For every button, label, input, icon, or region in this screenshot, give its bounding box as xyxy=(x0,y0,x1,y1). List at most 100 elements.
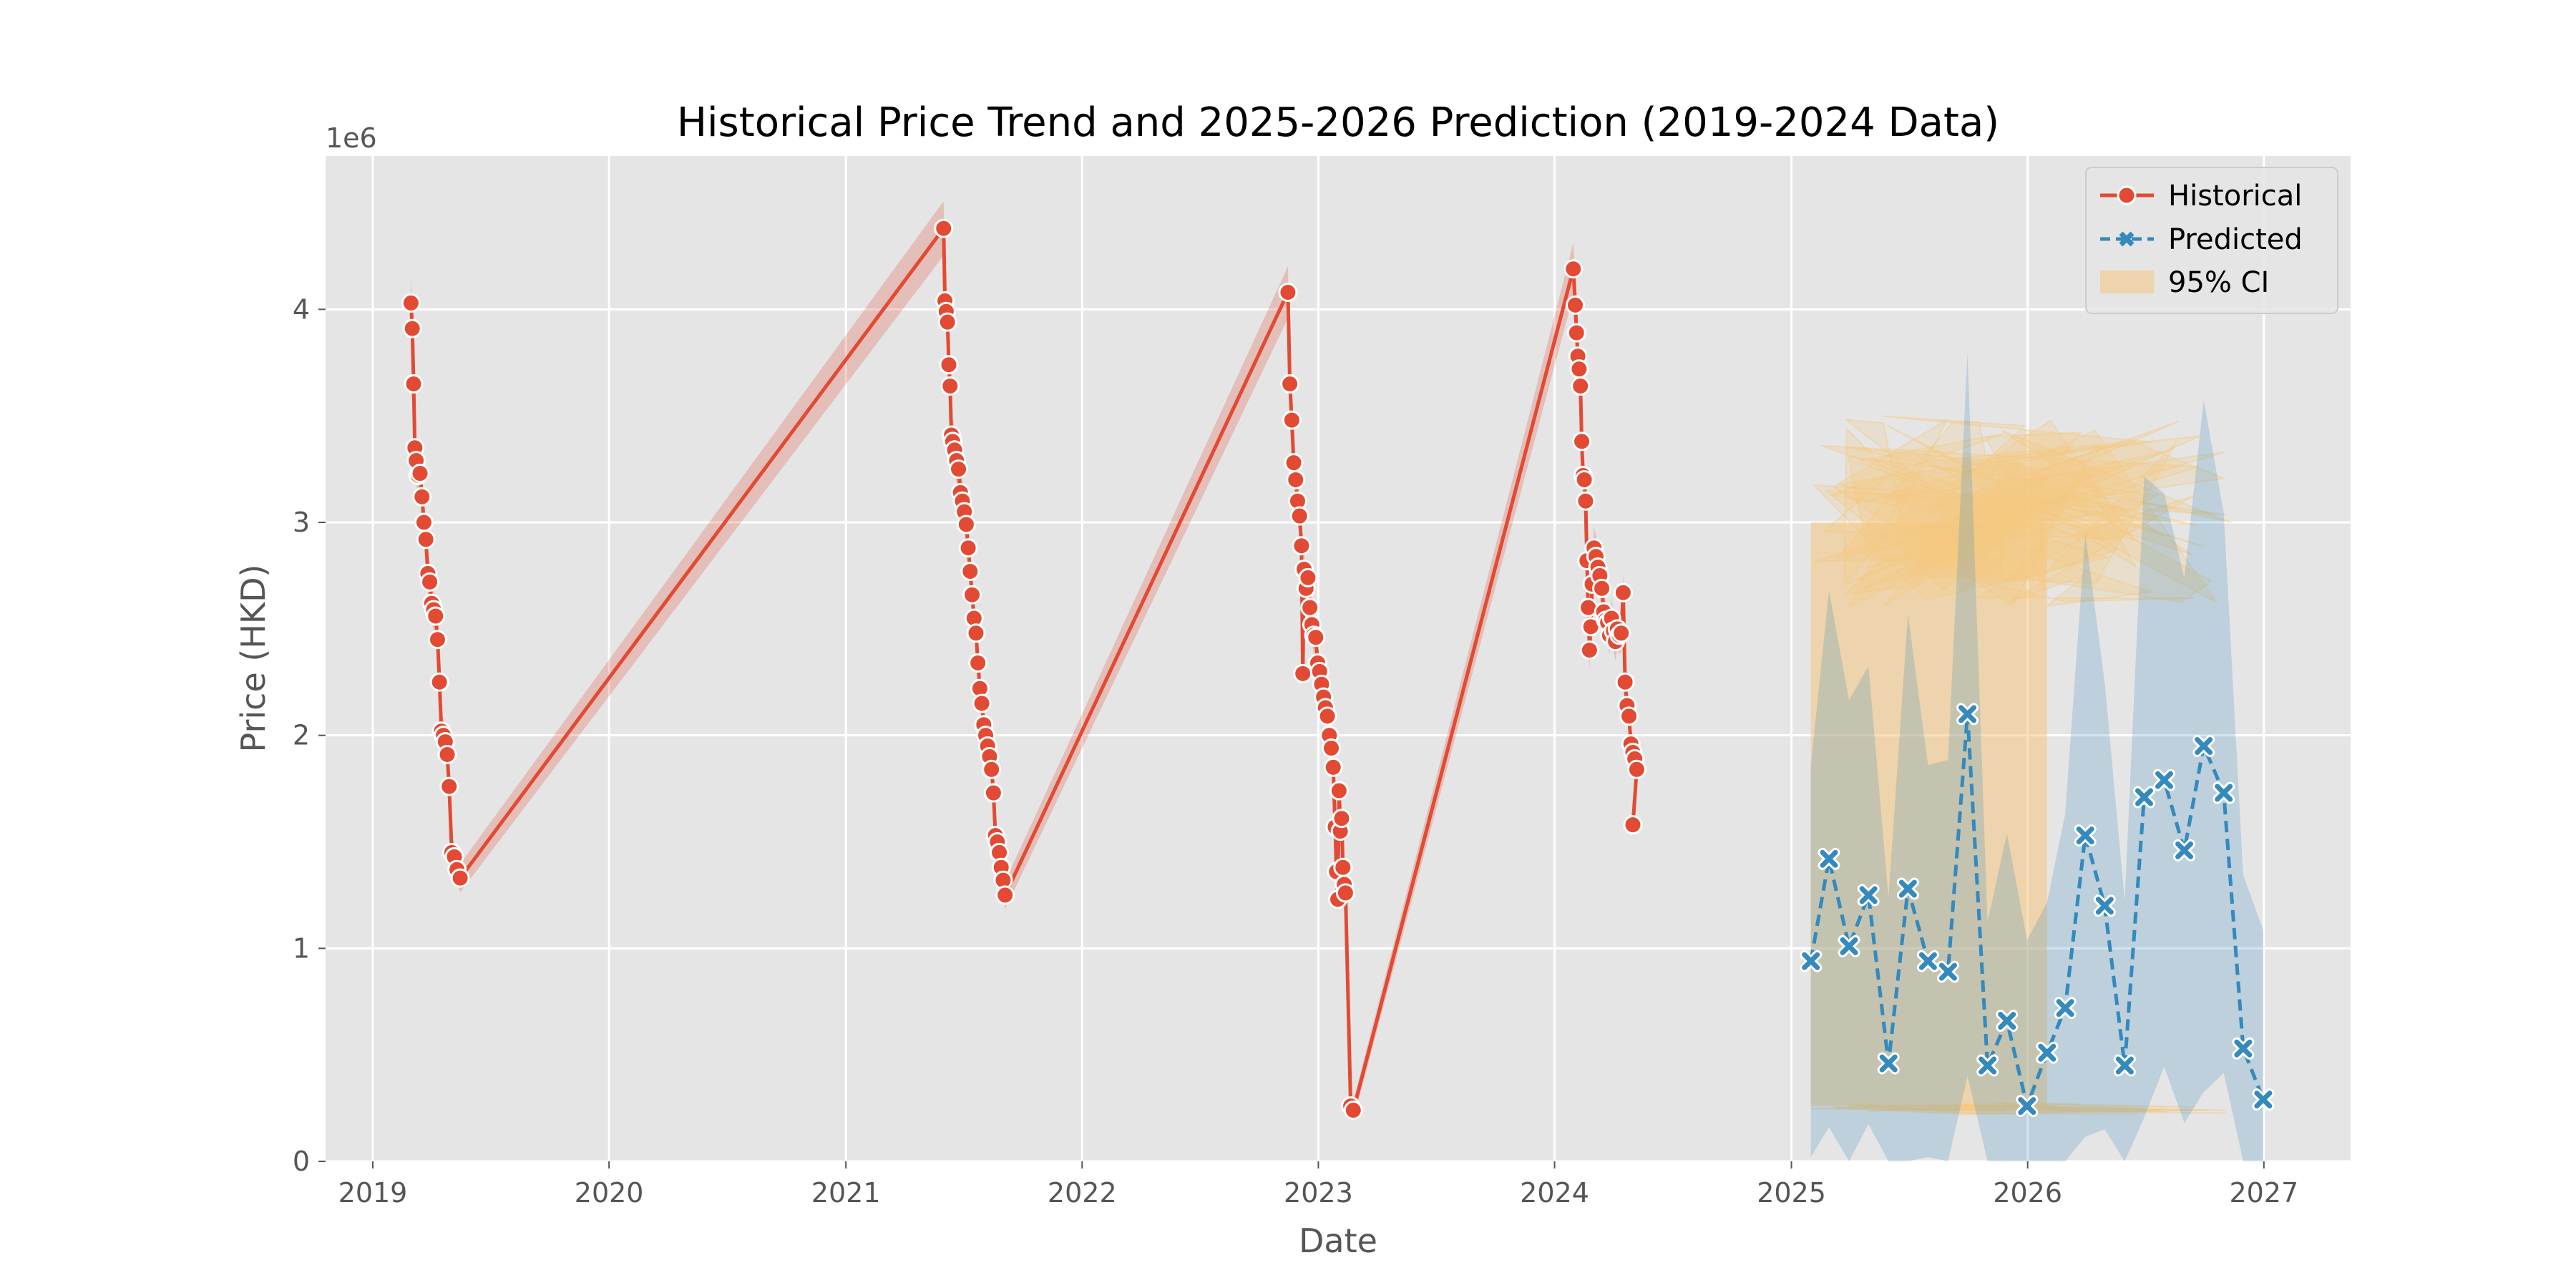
historical-point xyxy=(1333,857,1353,877)
historical-point xyxy=(949,459,969,479)
historical-point xyxy=(1282,410,1302,430)
ci-lower-band-polygon xyxy=(1868,1104,2209,1112)
predicted-line xyxy=(1809,712,2265,1108)
predicted-point-cross xyxy=(2195,737,2213,756)
predicted-point xyxy=(1877,1052,1900,1075)
y-tick-label: 3 xyxy=(293,507,310,538)
historical-point xyxy=(427,630,447,650)
predicted-point xyxy=(2153,769,2176,791)
predicted-point-cross xyxy=(1998,1012,2016,1030)
historical-point xyxy=(934,218,954,238)
predicted-point-cross xyxy=(1859,886,1878,904)
legend: Historical Predicted 95% CI xyxy=(2085,167,2338,314)
legend-predicted-label: Predicted xyxy=(2168,223,2303,256)
historical-point xyxy=(1571,376,1591,396)
y-tick-label: 4 xyxy=(293,293,310,325)
historical-point xyxy=(1626,759,1646,779)
y-tick-label: 2 xyxy=(293,720,310,751)
historical-point xyxy=(414,512,434,532)
predicted-point-cross xyxy=(2038,1043,2057,1062)
historical-point xyxy=(1298,567,1318,587)
historical-point xyxy=(412,487,432,507)
predicted-point xyxy=(2212,781,2235,804)
ci-band-polygon xyxy=(1812,484,2110,608)
predicted-point xyxy=(2074,824,2097,847)
historical-point xyxy=(956,514,976,535)
ci-band-main xyxy=(1810,522,2047,1106)
historical-point xyxy=(1563,259,1584,279)
confidence-interval-band xyxy=(1810,415,2232,1116)
ci-band-polygon xyxy=(1926,419,2213,603)
historical-point xyxy=(401,293,421,313)
predicted-point xyxy=(1976,1054,1999,1077)
historical-point xyxy=(1278,283,1298,303)
ci-band-polygon xyxy=(1844,462,2067,586)
historical-point xyxy=(995,885,1015,905)
x-tick-label: 2020 xyxy=(575,1177,644,1209)
ci-band-polygon xyxy=(1838,415,2153,511)
historical-point xyxy=(420,572,440,592)
historical-point xyxy=(1292,536,1312,556)
historical-point xyxy=(1565,295,1585,315)
historical-point xyxy=(1323,757,1343,777)
ci-band-polygon xyxy=(1821,444,2199,585)
historical-point xyxy=(958,538,978,558)
x-tick-label: 2019 xyxy=(338,1177,408,1209)
ci-band-polygon xyxy=(1843,460,2049,595)
ci-band-polygon xyxy=(1814,431,2082,596)
predicted-point-cross xyxy=(1979,1056,1997,1075)
predicted-point-cross xyxy=(1820,849,1838,868)
predicted-point-cross xyxy=(1879,1054,1898,1073)
historical-point xyxy=(1280,374,1300,394)
predicted-point xyxy=(2113,1054,2136,1077)
historical-point xyxy=(1284,453,1304,473)
historical-point xyxy=(982,759,1002,779)
predicted-point-cross xyxy=(2076,826,2094,845)
ci-band-polygon xyxy=(1828,432,2140,542)
predicted-point-cross xyxy=(1938,962,1957,981)
historical-point xyxy=(450,868,470,888)
historical-point xyxy=(1566,323,1586,343)
predicted-point-cross xyxy=(1918,952,1937,970)
series-markers xyxy=(401,218,2275,1121)
predicted-point xyxy=(2016,1095,2039,1118)
x-tick-label: 2022 xyxy=(1048,1177,1117,1209)
historical-point xyxy=(1576,491,1596,511)
legend-historical-label: Historical xyxy=(2168,180,2302,213)
historical-point xyxy=(1569,359,1589,379)
predicted-point xyxy=(1916,950,1939,972)
ci-band-polygon xyxy=(2001,429,2232,569)
historical-point xyxy=(1613,582,1633,602)
predicted-point xyxy=(1838,935,1860,957)
predicted-point xyxy=(2132,786,2155,809)
historical-point xyxy=(1335,883,1355,903)
predicted-point xyxy=(1896,877,1919,900)
historical-point xyxy=(1343,1101,1363,1121)
x-tick-label: 2026 xyxy=(1993,1177,2062,1209)
historical-point xyxy=(404,374,424,394)
ci-lower-band-polygon xyxy=(1810,1102,2227,1114)
ci-band-polygon xyxy=(1886,424,2218,603)
historical-point xyxy=(402,318,422,338)
predicted-point-cross xyxy=(2095,897,2114,915)
chart-title: Historical Price Trend and 2025-2026 Pre… xyxy=(677,99,1999,146)
ci-band-polygon xyxy=(1843,419,2177,584)
predicted-point-cross xyxy=(1958,705,1977,723)
historical-point xyxy=(1611,623,1631,643)
historical-point xyxy=(439,776,459,796)
legend-ci-label: 95% CI xyxy=(2168,266,2269,299)
predicted-point-cross xyxy=(2115,1056,2134,1075)
ci-band-polygon xyxy=(1832,418,2106,608)
predicted-point-cross xyxy=(2234,1039,2253,1058)
historical-point xyxy=(962,585,982,605)
historical-point xyxy=(1615,672,1635,692)
predicted-point-cross xyxy=(1898,879,1917,898)
y-axis-ticks: 0 1 2 3 4 xyxy=(293,293,326,1177)
historical-point xyxy=(1623,815,1643,835)
ci-band-polygon xyxy=(1823,489,2226,592)
historical-point xyxy=(983,783,1003,803)
historical-point xyxy=(972,693,992,713)
y-axis-label: Price (HKD) xyxy=(234,565,273,753)
predicted-point xyxy=(2192,735,2215,758)
